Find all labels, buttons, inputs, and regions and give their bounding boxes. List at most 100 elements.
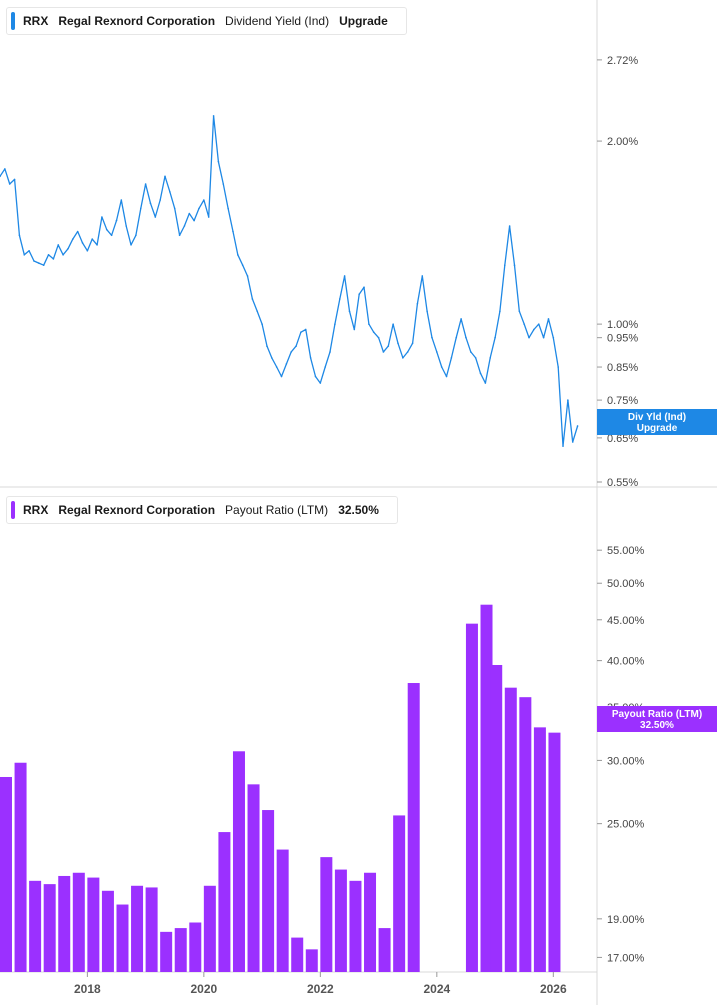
y-tick-label: 30.00% xyxy=(607,755,645,767)
x-tick-label: 2024 xyxy=(423,982,450,996)
data-point xyxy=(319,382,322,384)
y-tick-label: 55.00% xyxy=(607,545,645,557)
data-point xyxy=(470,351,472,353)
data-point xyxy=(440,366,443,368)
bar xyxy=(131,885,144,972)
data-point xyxy=(183,225,186,227)
data-point xyxy=(445,375,448,378)
data-point xyxy=(324,366,326,368)
badge-value: Upgrade xyxy=(637,423,678,434)
bar xyxy=(276,849,289,972)
x-axis: 2018 2020 2022 2024 2026 xyxy=(74,972,567,996)
data-point xyxy=(309,357,312,359)
y-tick-label: 2.00% xyxy=(607,136,638,148)
data-point xyxy=(363,286,365,289)
data-point xyxy=(13,178,16,181)
data-point xyxy=(406,351,409,353)
data-point xyxy=(222,183,225,185)
bar xyxy=(0,776,12,972)
data-point xyxy=(159,199,161,201)
data-point xyxy=(571,441,574,443)
bar xyxy=(174,928,187,972)
data-point xyxy=(528,336,530,339)
data-point xyxy=(314,375,317,378)
data-point xyxy=(576,425,579,427)
y-tick-label: 0.55% xyxy=(607,477,638,489)
bar xyxy=(320,857,333,972)
y-tick-label: 45.00% xyxy=(607,615,645,627)
data-point xyxy=(377,336,380,339)
bar xyxy=(160,931,173,972)
data-point xyxy=(416,302,419,305)
bar xyxy=(504,687,517,972)
bar xyxy=(480,604,493,972)
data-point xyxy=(154,216,157,218)
data-point xyxy=(387,345,390,347)
dividend-yield-legend[interactable]: RRX Regal Rexnord Corporation Dividend Y… xyxy=(6,7,407,35)
legend-ticker: RRX xyxy=(23,14,49,28)
data-point xyxy=(164,175,166,178)
bar xyxy=(218,832,231,972)
data-point xyxy=(334,323,336,325)
data-point xyxy=(431,336,433,339)
data-point xyxy=(110,234,113,237)
data-point xyxy=(290,351,293,353)
legend-ticker: RRX xyxy=(23,503,49,517)
data-point xyxy=(523,323,525,325)
data-point xyxy=(547,318,550,320)
data-point xyxy=(266,345,268,347)
data-point xyxy=(105,228,108,231)
bar xyxy=(247,784,260,972)
x-tick-label: 2022 xyxy=(307,982,334,996)
data-point xyxy=(567,399,569,401)
bar xyxy=(349,880,362,972)
data-point xyxy=(188,212,191,215)
data-point xyxy=(426,310,428,313)
data-point xyxy=(450,357,453,359)
data-point xyxy=(494,336,496,339)
data-point xyxy=(368,323,370,325)
data-point xyxy=(513,264,516,266)
legend-value: 32.50% xyxy=(338,503,379,517)
data-point xyxy=(392,323,394,325)
data-point xyxy=(557,366,559,368)
data-point xyxy=(227,207,229,210)
data-point xyxy=(474,357,477,359)
data-point xyxy=(169,191,171,193)
data-point xyxy=(91,238,94,240)
bar xyxy=(378,928,391,972)
bar xyxy=(72,872,85,972)
y-tick-label: 1.00% xyxy=(607,319,638,331)
data-point xyxy=(42,264,45,266)
payout-ratio-legend[interactable]: RRX Regal Rexnord Corporation Payout Rat… xyxy=(6,496,398,524)
data-point xyxy=(18,234,21,237)
data-point xyxy=(542,336,545,339)
data-point xyxy=(256,310,259,313)
data-point xyxy=(348,310,351,313)
data-point xyxy=(149,202,152,205)
y-tick-label: 0.65% xyxy=(607,433,638,445)
x-tick-label: 2018 xyxy=(74,982,101,996)
data-point xyxy=(120,199,123,201)
bar xyxy=(364,872,377,972)
legend-company: Regal Rexnord Corporation xyxy=(58,14,216,28)
data-point xyxy=(173,207,176,210)
data-point xyxy=(217,160,220,163)
badge-value: 32.50% xyxy=(640,720,674,731)
data-point xyxy=(285,363,288,365)
data-point xyxy=(130,244,132,246)
data-point xyxy=(251,298,254,300)
data-point xyxy=(455,336,458,339)
data-point xyxy=(552,336,555,339)
bar xyxy=(145,887,158,972)
data-point xyxy=(295,345,297,347)
y-tick-label: 0.75% xyxy=(607,395,638,407)
data-point xyxy=(198,207,200,210)
data-point xyxy=(465,336,467,339)
data-point xyxy=(178,234,181,237)
legend-company: Regal Rexnord Corporation xyxy=(58,503,216,517)
legend-metric: Payout Ratio (LTM) xyxy=(225,503,329,517)
data-point xyxy=(275,366,278,368)
data-point xyxy=(460,318,462,320)
legend-value[interactable]: Upgrade xyxy=(339,14,388,28)
